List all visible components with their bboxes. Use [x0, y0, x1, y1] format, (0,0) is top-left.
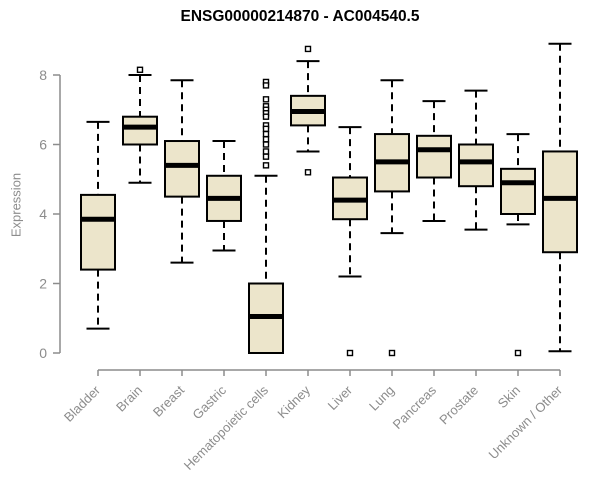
boxplot-bladder — [80, 120, 116, 330]
boxplot-kidney — [290, 45, 326, 176]
y-tick-label: 4 — [39, 206, 47, 222]
boxplot-skin — [500, 133, 536, 357]
chart-title: ENSG00000214870 - AC004540.5 — [180, 8, 420, 25]
x-tick-label-breast: Breast — [150, 382, 187, 419]
boxplot-lung — [374, 79, 410, 357]
outlier-point — [136, 66, 144, 73]
iqr-box — [542, 150, 578, 254]
outlier-point — [262, 82, 270, 89]
outlier-point — [262, 113, 270, 120]
outlier-point — [262, 153, 270, 160]
x-tick-label-liver: Liver — [325, 382, 356, 413]
x-tick-label-lung: Lung — [366, 383, 397, 414]
x-tick-label-gastric: Gastric — [189, 382, 229, 422]
outlier-point — [262, 148, 270, 155]
iqr-box — [500, 167, 536, 215]
outlier-point — [262, 162, 270, 169]
outlier-point — [514, 349, 522, 357]
iqr-box — [122, 115, 158, 146]
iqr-box — [164, 140, 200, 198]
outlier-point — [346, 349, 354, 357]
boxplot-hematopoietic-cells — [248, 78, 284, 354]
iqr-box — [458, 143, 494, 188]
outlier-point — [262, 125, 270, 133]
x-tick-label-bladder: Bladder — [61, 382, 104, 425]
iqr-box — [80, 193, 116, 271]
iqr-box — [416, 134, 452, 179]
outlier-point — [262, 136, 270, 143]
boxplot-gastric — [206, 140, 242, 252]
x-tick-label-prostate: Prostate — [436, 383, 481, 428]
outlier-point — [262, 96, 270, 103]
x-tick-label-brain: Brain — [113, 383, 145, 415]
y-tick-label: 2 — [39, 276, 47, 292]
boxplot-unknown-other — [542, 42, 578, 353]
y-tick-label: 8 — [39, 67, 47, 83]
boxplot-prostate — [458, 89, 494, 231]
boxplot-liver — [332, 126, 368, 357]
x-tick-label-unknown-other: Unknown / Other — [486, 382, 566, 462]
outlier-point — [388, 349, 396, 357]
outlier-point — [304, 45, 312, 53]
boxplot-brain — [122, 66, 158, 184]
boxplot-pancreas — [416, 100, 452, 222]
x-tick-label-kidney: Kidney — [274, 382, 313, 421]
outlier-point — [304, 169, 312, 176]
y-tick-label: 0 — [39, 345, 47, 361]
outlier-point — [262, 141, 270, 148]
boxplot-breast — [164, 79, 200, 264]
outlier-point — [262, 130, 270, 138]
x-tick-label-pancreas: Pancreas — [390, 382, 440, 432]
y-tick-label: 6 — [39, 137, 47, 153]
x-tick-label-skin: Skin — [495, 383, 523, 411]
